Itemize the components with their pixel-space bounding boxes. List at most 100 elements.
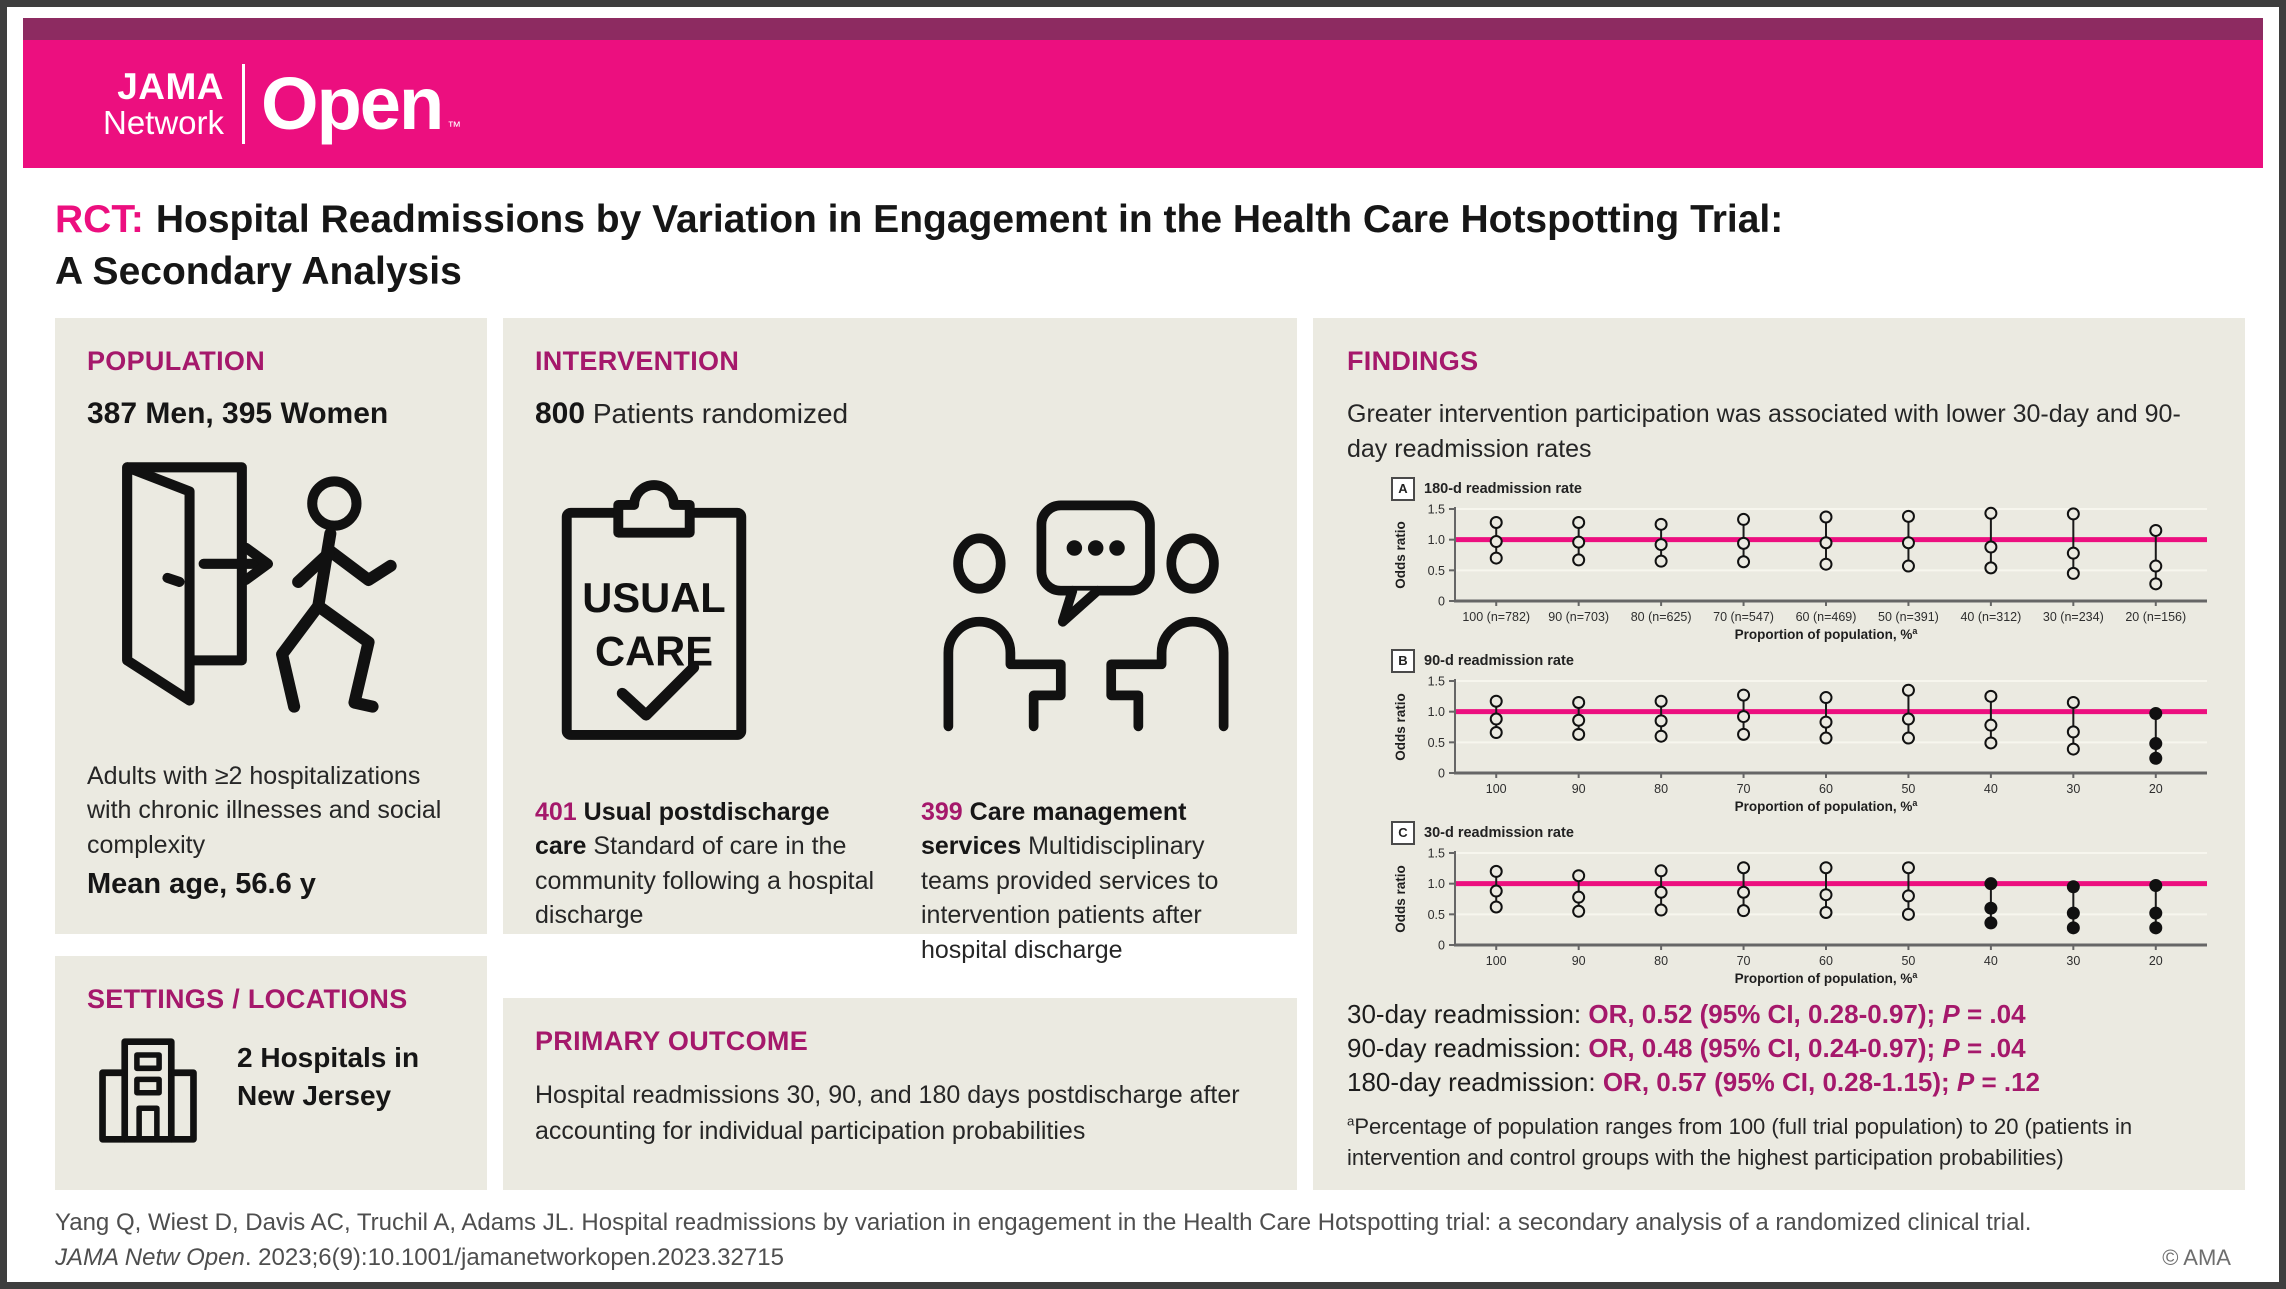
svg-text:0.5: 0.5 bbox=[1428, 908, 1445, 922]
population-panel: POPULATION 387 Men, 395 Women bbox=[55, 317, 487, 934]
svg-text:90: 90 bbox=[1572, 954, 1586, 968]
svg-text:90: 90 bbox=[1572, 782, 1586, 796]
svg-text:30 (n=234): 30 (n=234) bbox=[2043, 610, 2104, 624]
hospital-window-2 bbox=[134, 1076, 162, 1096]
svg-text:1.0: 1.0 bbox=[1428, 533, 1445, 547]
svg-text:90 (n=703): 90 (n=703) bbox=[1548, 610, 1609, 624]
care-management-number: 399 bbox=[921, 797, 963, 826]
left-person-head bbox=[953, 533, 1006, 594]
svg-text:0: 0 bbox=[1438, 938, 1445, 952]
clipboard-clip bbox=[613, 479, 695, 538]
exit-arrow-head bbox=[240, 542, 274, 585]
randomized-stat: 800 Patients randomized bbox=[535, 397, 1265, 431]
person-front-leg bbox=[312, 599, 379, 713]
svg-text:60 (n=469): 60 (n=469) bbox=[1796, 610, 1857, 624]
chart-a-panel-letter: A bbox=[1391, 476, 1415, 501]
citation-rest: . 2023;6(9):10.1001/jamanetworkopen.2023… bbox=[244, 1243, 784, 1271]
intervention-panel: INTERVENTION 800 Patients randomized USU… bbox=[503, 317, 1297, 964]
open-door-panel bbox=[122, 461, 195, 706]
randomized-number: 800 bbox=[535, 396, 586, 430]
forest-plot-90d: 0 0.5 1.0 1.5 Odds ratio 100 90 80 70 60 50 40 30 20 P… bbox=[1391, 675, 2211, 815]
forest-plots: A 180-d readmission rate 0 0.5 1.0 1.5 Odds … bbox=[1391, 476, 2211, 987]
chart-c-panel-letter: C bbox=[1391, 820, 1415, 845]
left-person-body bbox=[943, 616, 1066, 731]
result-180day-label: 180-day readmission: bbox=[1347, 1066, 1596, 1097]
svg-text:60: 60 bbox=[1819, 782, 1833, 796]
header-accent-strip bbox=[23, 18, 2263, 40]
findings-summary: Greater intervention participation was a… bbox=[1347, 399, 2181, 463]
population-description: Adults with ≥2 hospitalizations with chr… bbox=[87, 761, 442, 859]
svg-text:1.5: 1.5 bbox=[1428, 503, 1445, 517]
clipboard-text-line1: USUAL bbox=[582, 574, 725, 621]
content-grid: POPULATION 387 Men, 395 Women bbox=[55, 317, 2245, 1190]
logo-divider bbox=[242, 64, 246, 144]
svg-text:60: 60 bbox=[1819, 954, 1833, 968]
title-line2: A Secondary Analysis bbox=[55, 249, 462, 293]
svg-text:100 (n=782): 100 (n=782) bbox=[1462, 610, 1530, 624]
svg-text:100: 100 bbox=[1486, 954, 1507, 968]
chart-b-title: 90-d readmission rate bbox=[1424, 652, 1574, 669]
svg-text:Proportion of population, %a: Proportion of population, %a bbox=[1735, 798, 1919, 814]
svg-text:100: 100 bbox=[1486, 782, 1507, 796]
logo-network-text: Network bbox=[103, 104, 225, 142]
citation: Yang Q, Wiest D, Davis AC, Truchil A, Ad… bbox=[55, 1206, 2031, 1276]
usual-care-bold: Usual postdischarge care bbox=[535, 797, 830, 861]
intervention-heading: INTERVENTION bbox=[535, 345, 740, 376]
person-front-arm bbox=[322, 543, 397, 586]
title-line1: Hospital Readmissions by Variation in En… bbox=[155, 198, 1784, 241]
settings-line2: New Jersey bbox=[237, 1079, 392, 1111]
jama-network-wordmark: JAMA Network bbox=[103, 65, 225, 142]
citation-line1: Yang Q, Wiest D, Davis AC, Truchil A, Ad… bbox=[55, 1208, 2032, 1236]
column-findings: FINDINGS Greater intervention participat… bbox=[1313, 317, 2245, 1190]
svg-text:40: 40 bbox=[1984, 954, 1998, 968]
chart-c-title: 30-d readmission rate bbox=[1424, 824, 1574, 841]
care-management-bold: Care management services bbox=[921, 797, 1187, 861]
intervention-arms: USUAL CARE 401 Usual postdischarge care … bbox=[535, 453, 1265, 993]
clipboard-checkmark bbox=[616, 661, 700, 721]
right-person-head bbox=[1166, 533, 1219, 594]
conversation-icon bbox=[921, 453, 1265, 771]
settings-text: 2 Hospitals in New Jersey bbox=[237, 1035, 419, 1115]
usual-care-description: Standard of care in the community follow… bbox=[535, 832, 875, 930]
svg-text:Odds ratio: Odds ratio bbox=[1393, 521, 1408, 589]
findings-results: 30-day readmission: OR, 0.52 (95% CI, 0.… bbox=[1347, 999, 2211, 1098]
logo-open-text: Open ™ bbox=[261, 67, 461, 141]
svg-text:1.5: 1.5 bbox=[1428, 675, 1445, 689]
column-population: POPULATION 387 Men, 395 Women bbox=[55, 317, 487, 1190]
population-mean-age: Mean age, 56.6 y bbox=[87, 868, 316, 901]
svg-text:Proportion of population, %a: Proportion of population, %a bbox=[1735, 626, 1919, 642]
door-handle bbox=[162, 572, 185, 587]
care-management-description: Multidisciplinary teams provided service… bbox=[921, 832, 1219, 964]
usual-care-number: 401 bbox=[535, 797, 577, 826]
usual-care-arm: USUAL CARE 401 Usual postdischarge care … bbox=[535, 453, 879, 993]
hospital-left-wing bbox=[99, 1069, 125, 1143]
result-90day-label: 90-day readmission: bbox=[1347, 1032, 1582, 1063]
footer: Yang Q, Wiest D, Davis AC, Truchil A, Ad… bbox=[55, 1206, 2231, 1276]
jama-network-open-logo: JAMA Network Open ™ bbox=[103, 64, 461, 144]
result-30day-or: OR, 0.52 (95% CI, 0.28-0.97); bbox=[1588, 998, 1936, 1029]
svg-text:30: 30 bbox=[2066, 954, 2080, 968]
result-90day-p: P = .04 bbox=[1942, 1032, 2026, 1063]
primary-outcome-panel: PRIMARY OUTCOME Hospital readmissions 30… bbox=[503, 997, 1297, 1190]
usual-care-text: 401 Usual postdischarge care Standard of… bbox=[535, 795, 879, 933]
result-90day-or: OR, 0.48 (95% CI, 0.24-0.97); bbox=[1588, 1032, 1936, 1063]
result-90day: 90-day readmission: OR, 0.48 (95% CI, 0.… bbox=[1347, 1033, 2211, 1064]
speech-dot-1 bbox=[1066, 539, 1083, 556]
svg-text:0: 0 bbox=[1438, 766, 1445, 780]
population-stat: 387 Men, 395 Women bbox=[87, 396, 389, 430]
svg-text:80: 80 bbox=[1654, 782, 1668, 796]
speech-bubble-tail bbox=[1057, 585, 1103, 627]
result-180day-p: P = .12 bbox=[1956, 1066, 2040, 1097]
chart-a-header: A 180-d readmission rate bbox=[1391, 476, 2211, 501]
svg-text:80 (n=625): 80 (n=625) bbox=[1631, 610, 1692, 624]
chart-b-panel-letter: B bbox=[1391, 648, 1415, 673]
logo-jama-text: JAMA bbox=[117, 65, 225, 107]
speech-dot-3 bbox=[1109, 539, 1125, 556]
primary-outcome-text: Hospital readmissions 30, 90, and 180 da… bbox=[535, 1080, 1240, 1145]
chart-block-c: C 30-d readmission rate 0 0.5 1.0 1.5 Odds r… bbox=[1391, 820, 2211, 987]
settings-row: 2 Hospitals in New Jersey bbox=[87, 1035, 455, 1146]
care-management-arm: 399 Care management services Multidiscip… bbox=[921, 453, 1265, 993]
svg-text:40: 40 bbox=[1984, 782, 1998, 796]
open-wordmark: Open bbox=[261, 62, 444, 145]
